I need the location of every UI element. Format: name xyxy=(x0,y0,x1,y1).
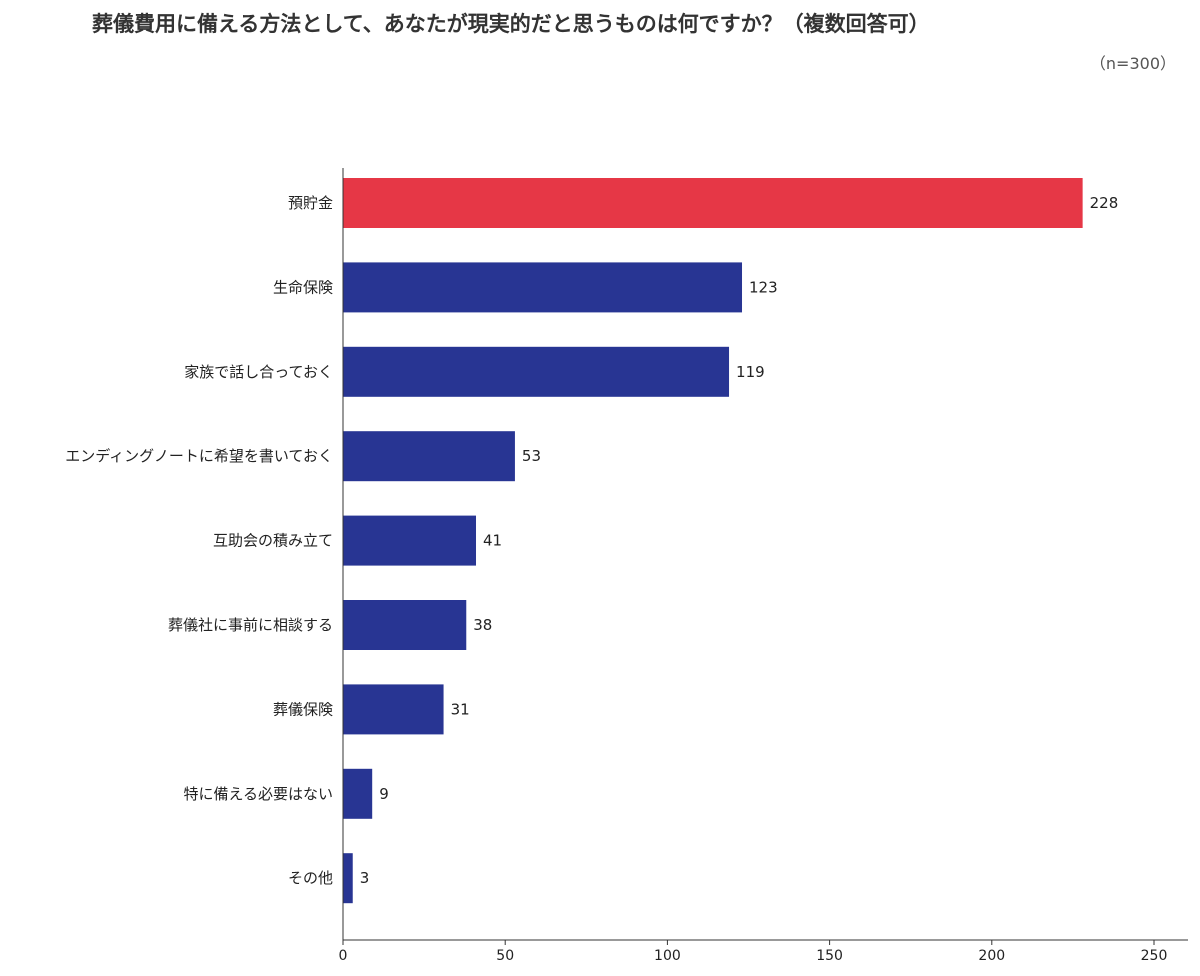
bar xyxy=(343,262,743,313)
value-label: 228 xyxy=(1090,194,1119,212)
bars-group xyxy=(343,178,1083,904)
category-label: 葬儀保険 xyxy=(273,700,333,718)
x-tick-label: 50 xyxy=(496,948,514,964)
category-label: 預貯金 xyxy=(288,194,333,212)
bar xyxy=(343,515,477,566)
value-label: 41 xyxy=(483,532,502,550)
sample-size-note: （n=300） xyxy=(1089,54,1176,73)
bar xyxy=(343,684,444,735)
value-label: 119 xyxy=(736,363,765,381)
x-tick-label: 0 xyxy=(339,948,348,964)
value-label: 53 xyxy=(522,447,541,465)
chart-title: 葬儀費用に備える方法として、あなたが現実的だと思うものは何ですか？（複数回答可） xyxy=(92,12,930,36)
bar xyxy=(343,178,1083,228)
value-label: 31 xyxy=(451,700,470,718)
bar xyxy=(343,600,467,650)
x-tick-label: 150 xyxy=(816,948,843,964)
category-label: その他 xyxy=(288,869,333,887)
x-tick-label: 100 xyxy=(654,948,681,964)
value-label: 123 xyxy=(749,278,778,296)
bar xyxy=(343,853,353,904)
value-label: 38 xyxy=(473,616,492,634)
category-label: 葬儀社に事前に相談する xyxy=(168,616,333,634)
value-labels-group: 228 123 119 53 41 38 31 9 3 xyxy=(360,194,1119,887)
x-axis: 0 50 100 150 200 250 xyxy=(339,168,1188,964)
x-tick-label: 200 xyxy=(978,948,1005,964)
category-label: エンディングノートに希望を書いておく xyxy=(65,447,333,465)
bar xyxy=(343,768,373,819)
x-tick-label: 250 xyxy=(1141,948,1168,964)
category-labels-group: 預貯金生命保険家族で話し合っておくエンディングノートに希望を書いておく互助会の積… xyxy=(65,194,333,887)
category-label: 家族で話し合っておく xyxy=(184,363,333,381)
category-label: 互助会の積み立て xyxy=(213,532,333,550)
category-label: 特に備える必要はない xyxy=(183,785,333,803)
value-label: 3 xyxy=(360,869,370,887)
bar xyxy=(343,431,515,482)
category-label: 生命保険 xyxy=(273,278,333,296)
value-label: 9 xyxy=(379,785,389,803)
bar xyxy=(343,346,730,397)
